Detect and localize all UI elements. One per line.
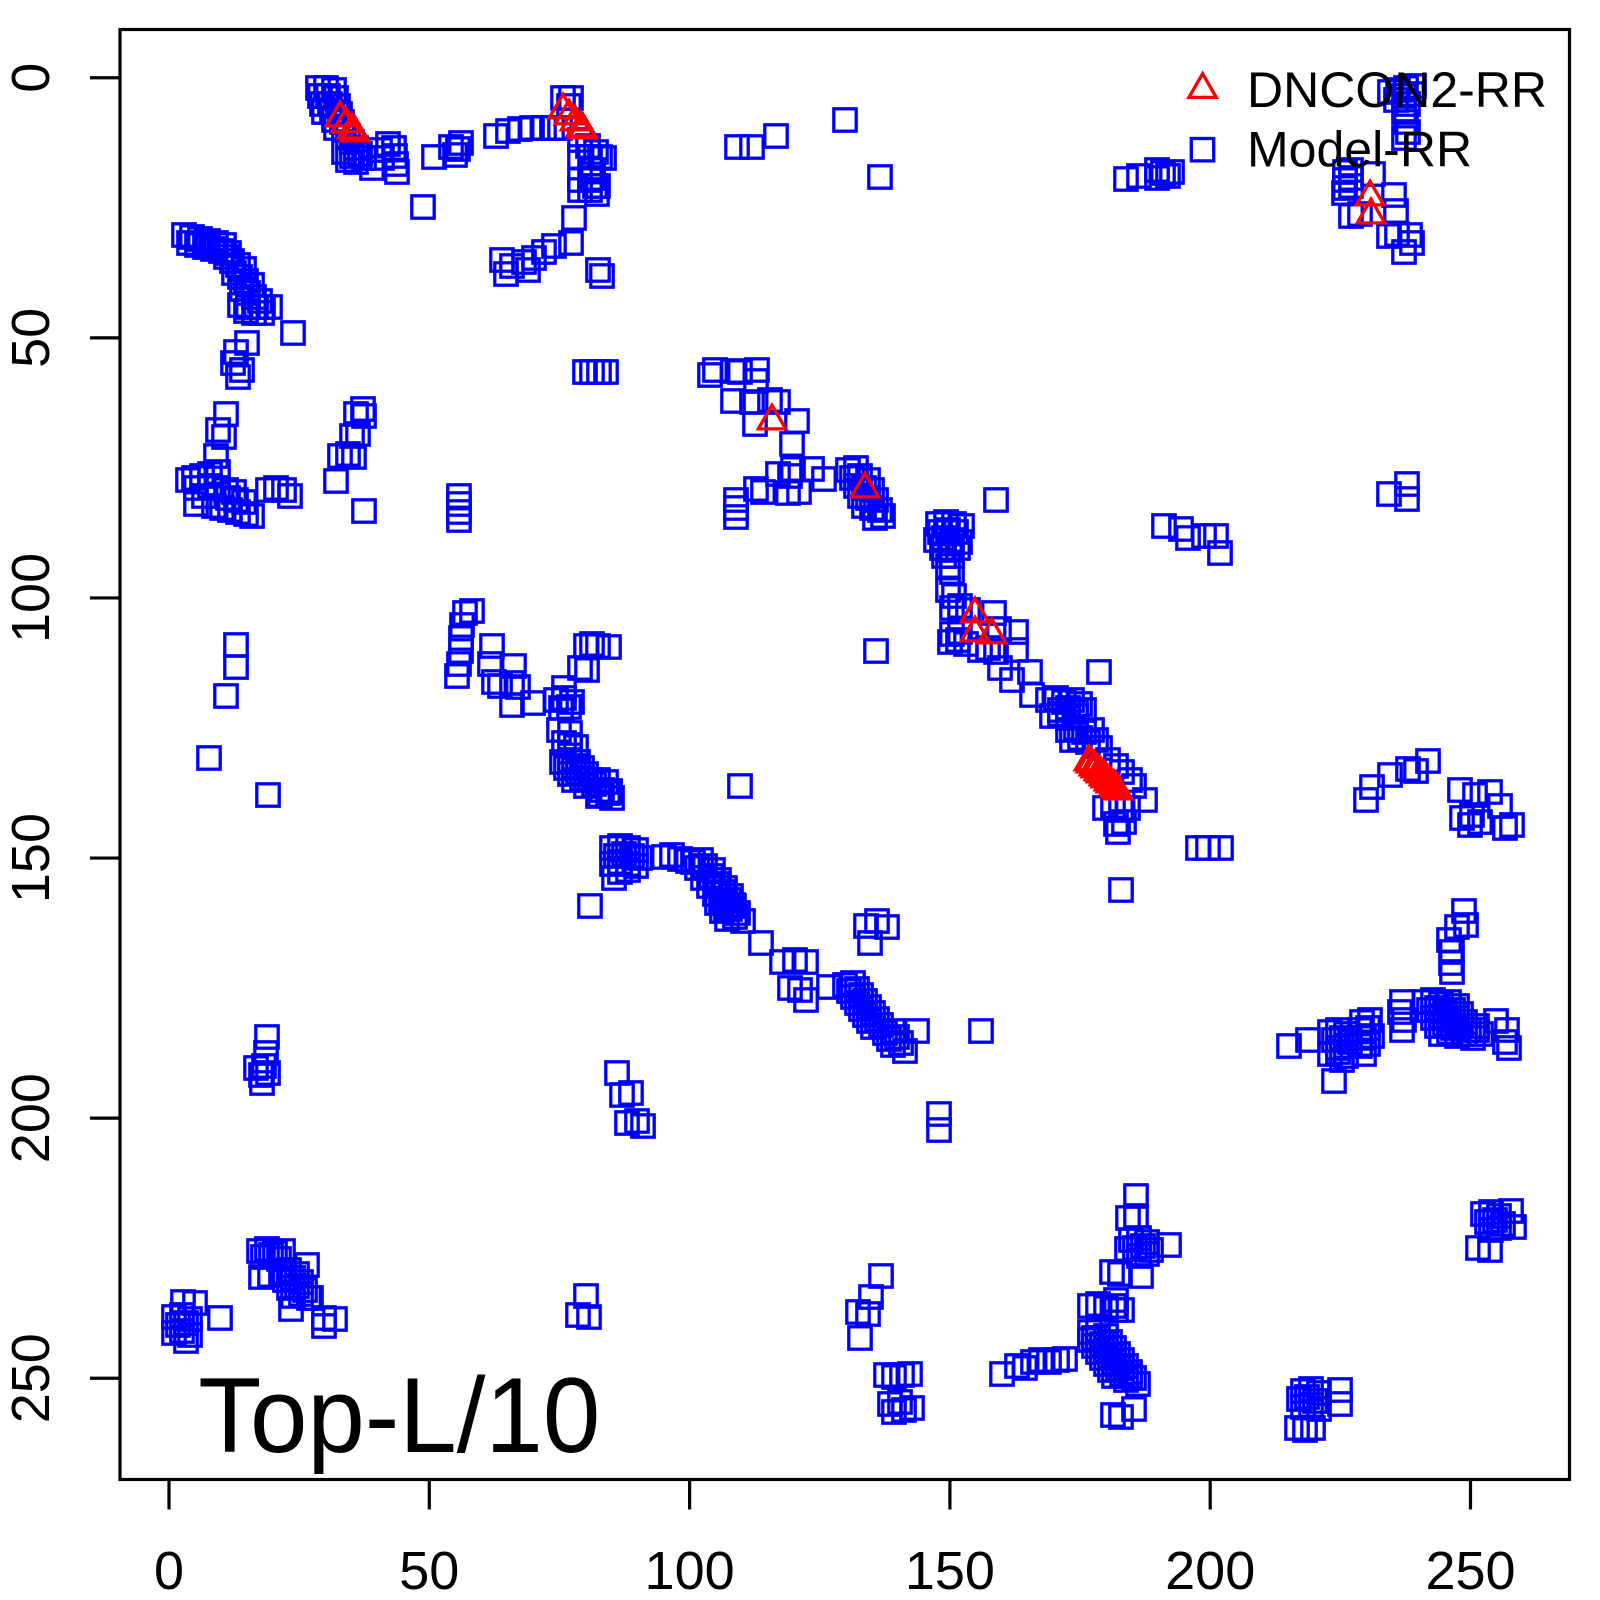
svg-text:0: 0 xyxy=(1,63,61,93)
svg-text:100: 100 xyxy=(1,553,61,643)
svg-text:200: 200 xyxy=(1165,1541,1255,1600)
svg-text:0: 0 xyxy=(154,1541,184,1600)
svg-text:100: 100 xyxy=(645,1541,735,1600)
svg-text:200: 200 xyxy=(1,1073,61,1163)
svg-text:250: 250 xyxy=(1425,1541,1515,1600)
svg-text:Model-RR: Model-RR xyxy=(1247,122,1472,178)
svg-text:DNCON2-RR: DNCON2-RR xyxy=(1247,62,1547,118)
svg-text:150: 150 xyxy=(1,813,61,903)
svg-text:250: 250 xyxy=(1,1333,61,1423)
svg-text:50: 50 xyxy=(1,308,61,368)
svg-text:Top-L/10: Top-L/10 xyxy=(198,1355,600,1475)
svg-text:50: 50 xyxy=(399,1541,459,1600)
svg-text:150: 150 xyxy=(905,1541,995,1600)
